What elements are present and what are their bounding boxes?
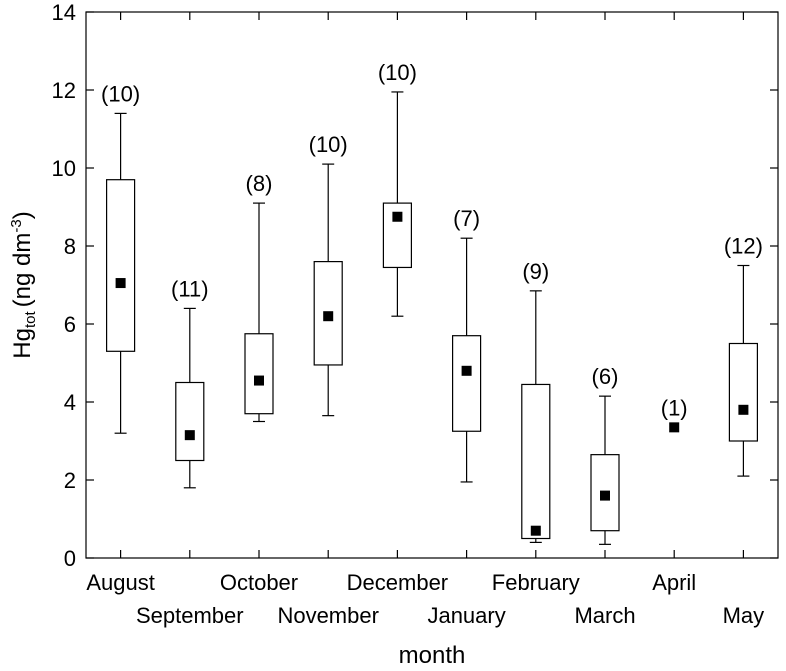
y-axis-label-main: Hg <box>9 328 36 359</box>
box-iqr <box>244 333 274 415</box>
sample-size-label: (12) <box>724 234 763 259</box>
sample-size-label: (1) <box>661 395 688 420</box>
y-tick-label: 14 <box>52 0 76 25</box>
sample-size-label: (7) <box>453 206 480 231</box>
box-february: (9) <box>521 259 551 544</box>
box-iqr <box>452 335 482 432</box>
plot-area-frame <box>85 11 779 559</box>
x-tick-label: May <box>723 603 765 628</box>
y-axis-label-subscript: tot <box>22 311 39 329</box>
sample-size-label: (6) <box>592 364 619 389</box>
x-tick-label: February <box>492 570 580 595</box>
y-tick-label: 2 <box>64 468 76 493</box>
y-axis-label-unit: (ng dm <box>9 233 36 308</box>
box-august: (10) <box>101 81 140 434</box>
y-tick-label: 8 <box>64 234 76 259</box>
box-iqr <box>590 454 620 532</box>
box-october: (8) <box>244 171 274 423</box>
sample-size-label: (11) <box>171 276 209 301</box>
x-axis: August September October November December Ja… <box>86 12 764 628</box>
x-tick-label: November <box>277 603 378 628</box>
box-iqr <box>175 381 205 462</box>
y-tick-label: 10 <box>52 156 76 181</box>
box-iqr <box>382 202 412 269</box>
x-tick-label: August <box>86 570 155 595</box>
y-axis-label-unit-superscript: -3 <box>8 219 25 232</box>
y-axis-label-unit-close: ) <box>9 211 36 219</box>
x-tick-label: January <box>427 603 505 628</box>
sample-size-label: (9) <box>522 259 549 284</box>
sample-size-label: (10) <box>378 60 417 85</box>
box-september: (11) <box>171 276 209 489</box>
y-tick-label: 6 <box>64 312 76 337</box>
median-marker <box>184 430 195 441</box>
box-november: (10) <box>309 132 348 417</box>
median-marker <box>600 490 610 501</box>
box-iqr <box>521 383 551 540</box>
box-iqr <box>105 179 136 352</box>
median-marker <box>530 525 541 536</box>
box-iqr <box>313 261 343 366</box>
median-marker <box>392 211 403 222</box>
box-january: (7) <box>452 206 482 483</box>
x-tick-label: December <box>347 570 448 595</box>
box-iqr <box>728 342 759 442</box>
sample-size-label: (8) <box>246 171 273 196</box>
x-tick-label: April <box>652 570 696 595</box>
sample-size-label: (10) <box>101 81 140 106</box>
median-marker <box>254 375 264 386</box>
y-tick-label: 4 <box>64 390 76 415</box>
median-marker <box>669 422 680 433</box>
y-axis: 0 2 4 6 8 10 12 14 <box>52 0 778 571</box>
box-december: (10) <box>378 60 417 317</box>
y-tick-label: 0 <box>64 546 76 571</box>
y-tick-label: 12 <box>52 78 76 103</box>
box-series: (10) (11) (8) (10) (10) (7) (9) (6) (1) (12) <box>101 60 763 545</box>
median-marker <box>738 404 749 415</box>
box-may: (12) <box>724 234 763 477</box>
x-tick-label: September <box>136 603 244 628</box>
x-axis-label: month <box>399 642 466 669</box>
sample-size-label: (10) <box>309 132 348 157</box>
x-tick-label: March <box>574 603 635 628</box>
y-axis-label: Hgtot (ng dm-3) <box>8 211 39 358</box>
median-marker <box>323 311 334 322</box>
x-tick-label: October <box>220 570 298 595</box>
median-marker <box>461 365 472 376</box>
median-marker <box>115 278 126 289</box>
box-march: (6) <box>590 364 620 545</box>
box-april: (1) <box>661 395 688 433</box>
